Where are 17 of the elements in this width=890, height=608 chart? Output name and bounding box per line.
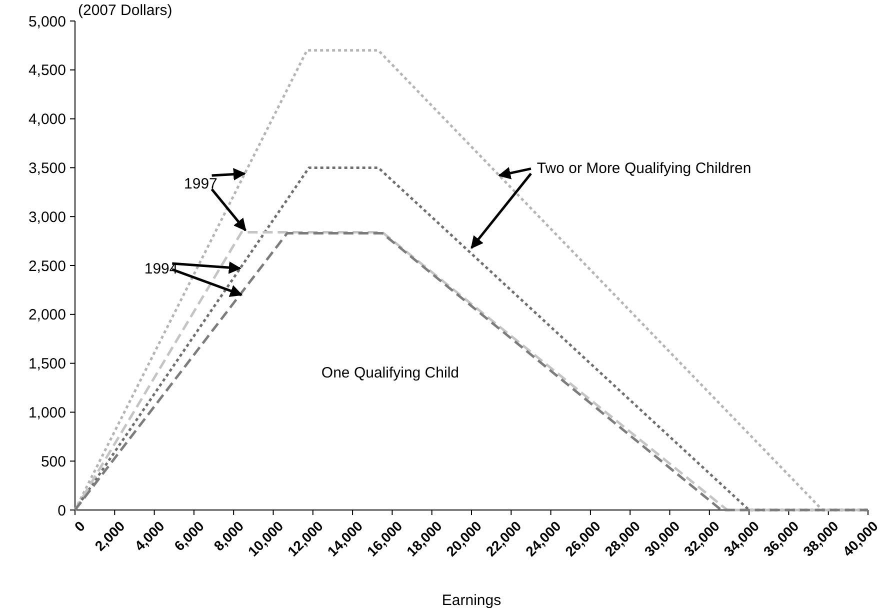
annotation: One Qualifying Child bbox=[321, 364, 460, 382]
y-tick-label: 0 bbox=[58, 502, 66, 520]
y-tick-label: 4,000 bbox=[28, 111, 66, 128]
annotation: 1997 bbox=[184, 176, 218, 193]
y-tick-label: 2,500 bbox=[28, 258, 66, 275]
y-tick-label: 5,000 bbox=[28, 13, 66, 30]
x-axis-title: Earnings bbox=[442, 592, 502, 608]
y-tick-label: 4,500 bbox=[28, 62, 66, 80]
y-tick-label: 3,500 bbox=[28, 160, 66, 177]
y-tick-label: 1,500 bbox=[28, 356, 66, 373]
annotation: Two or More Qualifying Children bbox=[536, 160, 752, 177]
y-tick-label: 500 bbox=[40, 453, 66, 470]
x-tick-label: 0 bbox=[71, 518, 88, 535]
y-tick-label: 3,000 bbox=[28, 208, 66, 226]
y-axis-title: (2007 Dollars) bbox=[78, 2, 172, 19]
y-tick-label: 2,000 bbox=[28, 306, 66, 324]
y-tick-label: 1,000 bbox=[28, 404, 66, 422]
